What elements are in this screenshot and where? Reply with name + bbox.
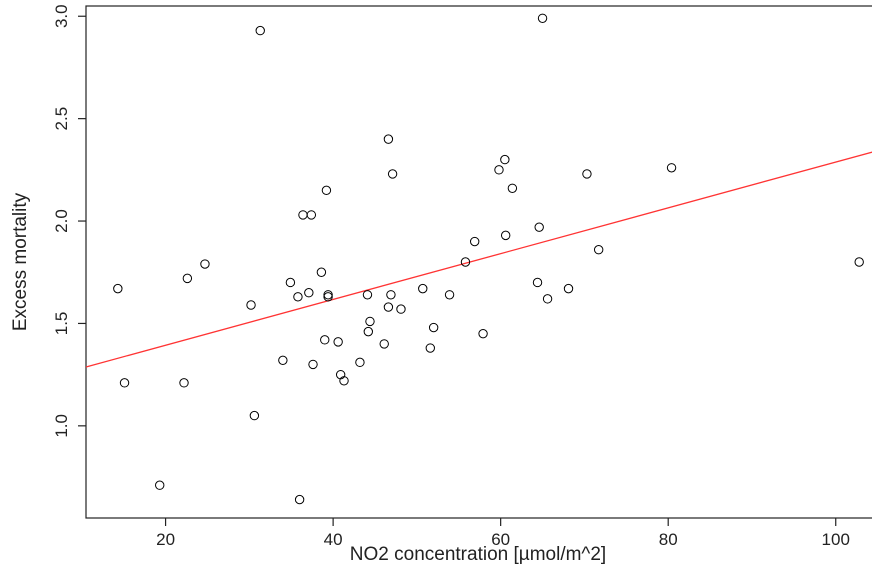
data-point <box>542 294 553 304</box>
y-tick-label: 1.0 <box>52 414 71 438</box>
data-point <box>396 304 406 314</box>
data-point <box>363 326 374 337</box>
data-point <box>179 378 189 388</box>
data-point <box>200 259 210 269</box>
data-point <box>355 357 365 368</box>
data-point <box>379 339 389 349</box>
data-point <box>113 283 123 294</box>
data-point <box>494 165 504 175</box>
data-point <box>323 292 333 302</box>
data-point <box>249 410 260 421</box>
data-point <box>537 13 548 23</box>
x-tick-label: 40 <box>324 530 343 549</box>
data-point <box>298 210 308 220</box>
data-point <box>383 302 394 312</box>
data-point <box>321 185 332 196</box>
data-point <box>500 154 510 165</box>
data-point <box>316 267 327 277</box>
data-point <box>320 335 330 345</box>
data-point <box>469 236 480 247</box>
data-point <box>246 300 256 310</box>
data-point <box>532 277 543 288</box>
data-point <box>293 292 303 302</box>
data-point <box>854 257 864 267</box>
data-point <box>255 25 265 36</box>
regression-line <box>85 151 872 368</box>
data-point <box>383 134 394 144</box>
y-tick-label: 3.0 <box>52 4 71 28</box>
x-axis-title: NO2 concentration [µmol/m^2] <box>350 544 606 565</box>
data-point <box>386 290 396 300</box>
data-point <box>666 163 677 173</box>
data-point <box>563 283 574 294</box>
data-point <box>304 288 314 298</box>
data-point <box>387 169 398 179</box>
data-point <box>418 283 428 294</box>
y-tick-label: 2.5 <box>52 107 71 131</box>
data-point <box>294 494 305 505</box>
data-point <box>428 322 439 333</box>
plot-frame <box>85 5 872 519</box>
x-axis: 20 40 60 80 100 <box>156 518 850 549</box>
data-point <box>339 376 349 386</box>
y-tick-label: 1.5 <box>52 312 71 336</box>
x-tick-label: 100 <box>822 530 850 549</box>
data-point <box>308 359 318 370</box>
data-point <box>593 245 604 255</box>
data-point <box>362 290 373 300</box>
data-point <box>278 355 288 366</box>
data-point <box>119 378 130 388</box>
data-point <box>507 183 518 193</box>
y-axis: 1.0 1.5 2.0 2.5 3.0 <box>52 4 86 438</box>
x-tick-label: 80 <box>659 530 678 549</box>
data-point <box>285 277 296 288</box>
data-point <box>155 480 165 490</box>
data-point <box>323 290 333 300</box>
data-point <box>425 343 435 353</box>
x-tick-label: 20 <box>156 530 175 549</box>
data-point <box>365 316 375 327</box>
data-point <box>333 337 343 347</box>
trend-line-layer <box>85 151 872 368</box>
data-point <box>478 328 488 339</box>
data-point <box>582 169 592 179</box>
data-point <box>500 230 511 241</box>
data-point <box>182 273 193 284</box>
y-tick-label: 2.0 <box>52 209 71 233</box>
y-axis-title: Excess mortality <box>10 192 31 331</box>
data-point <box>444 290 455 300</box>
data-point <box>534 222 544 232</box>
data-point <box>306 210 317 220</box>
data-point <box>460 257 471 267</box>
x-tick-label: 60 <box>491 530 510 549</box>
data-points-layer <box>113 13 864 505</box>
